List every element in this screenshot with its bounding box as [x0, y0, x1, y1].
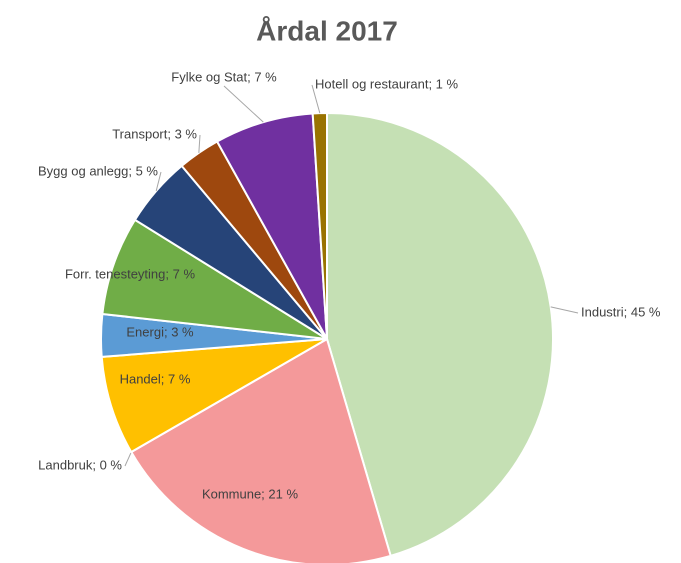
data-label: Forr. tenesteyting; 7 % — [65, 266, 196, 281]
leader-line — [311, 84, 321, 114]
pie-slice — [326, 111, 554, 558]
chart-title: Årdal 2017 — [256, 15, 398, 46]
data-label: Bygg og anlegg; 5 % — [38, 163, 158, 178]
pie-slice — [101, 218, 328, 340]
leader-line — [223, 85, 264, 123]
data-label: Handel; 7 % — [120, 371, 191, 386]
data-label: Industri; 45 % — [581, 304, 661, 319]
leader-line — [198, 134, 201, 153]
data-label: Energi; 3 % — [126, 324, 194, 339]
pie-slice — [100, 338, 328, 454]
data-label: Kommune; 21 % — [202, 486, 299, 501]
data-label: Fylke og Stat; 7 % — [171, 69, 277, 84]
leader-line — [155, 171, 162, 192]
data-label: Transport; 3 % — [112, 126, 197, 141]
leader-line — [550, 306, 579, 314]
leader-line — [124, 451, 132, 467]
pie-slice — [215, 112, 328, 340]
data-label: Landbruk; 0 % — [38, 457, 122, 472]
data-label: Hotell og restaurant; 1 % — [315, 76, 459, 91]
